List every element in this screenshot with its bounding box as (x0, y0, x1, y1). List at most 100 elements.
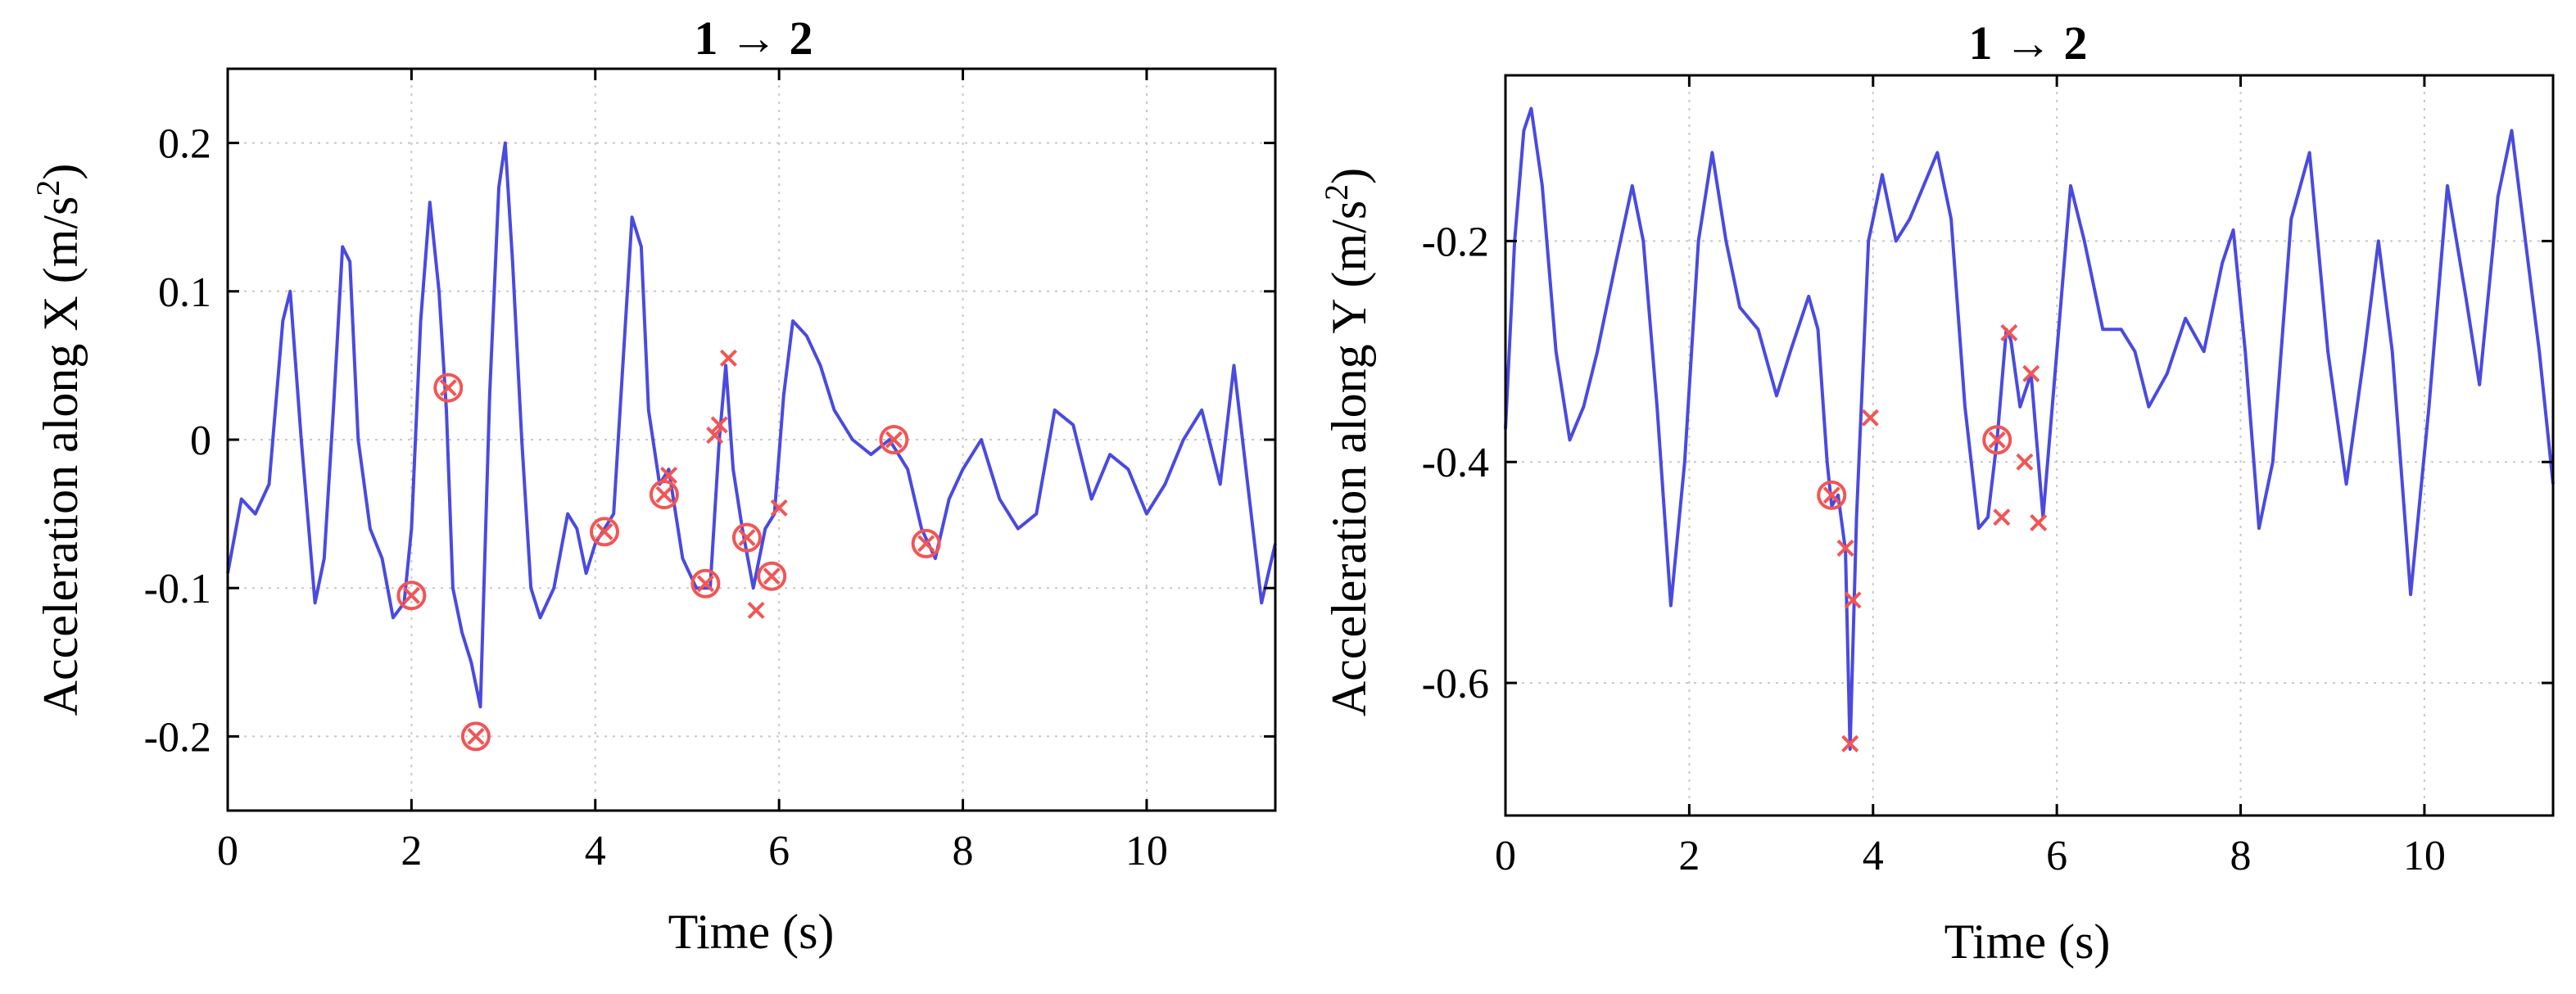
marker-stroke (2022, 364, 2040, 382)
y-tick-label: -0.2 (1422, 219, 1489, 265)
x-marker (1841, 734, 1859, 752)
marker-stroke (1841, 734, 1859, 752)
y-tick-label: 0.1 (158, 269, 211, 316)
marker-stroke (660, 466, 678, 485)
y-tick-label: -0.1 (144, 566, 211, 612)
x-tick-label: 8 (2230, 833, 2252, 879)
x-tick-label: 2 (1678, 833, 1700, 879)
marker-circle (879, 425, 909, 454)
series-markers (396, 349, 941, 752)
x-tick-label: 4 (1863, 833, 1884, 879)
marker-stroke (402, 586, 420, 604)
x-marker (2030, 513, 2048, 531)
y-axis-label-end: ) (34, 164, 88, 180)
circle-x-marker (911, 528, 941, 558)
marker-stroke (1836, 539, 1854, 557)
x-tick-label: 2 (401, 828, 422, 874)
y-axis-label-end: ) (1322, 168, 1376, 184)
circle-x-marker (460, 721, 491, 752)
circle-x-marker (1817, 480, 1847, 510)
marker-stroke (719, 349, 737, 367)
x-marker (1844, 591, 1862, 609)
grid (1505, 75, 2553, 816)
marker-circle (1817, 480, 1847, 510)
y-tick-label: -0.6 (1422, 661, 1489, 707)
x-marker (2022, 364, 2040, 382)
acceleration-line (226, 141, 1277, 709)
y-axis-label-superscript: 2 (29, 180, 66, 197)
chart-panel-right: 1 → 2 0 2 4 6 8 10 -0.6 -0.4 -0.2 Time (s) Accel… (1318, 16, 2555, 969)
x-marker (660, 466, 678, 485)
y-axis-label-superscript: 2 (1318, 184, 1355, 201)
x-marker (706, 427, 724, 445)
marker-stroke (885, 431, 903, 449)
marker-stroke (595, 522, 613, 540)
circle-x-marker (757, 561, 787, 591)
marker-stroke (706, 427, 724, 445)
y-tick-label: -0.4 (1422, 440, 1489, 486)
chart-title: 1 → 2 (695, 11, 813, 65)
marker-stroke (747, 601, 765, 619)
circle-x-marker (433, 373, 464, 403)
y-tick-label: 0.2 (158, 121, 211, 168)
chart-title: 1 → 2 (1969, 16, 2088, 70)
marker-stroke (439, 379, 457, 397)
marker-stroke (710, 416, 728, 434)
marker-stroke (1844, 591, 1862, 609)
circle-x-marker (879, 425, 909, 454)
x-tick-label: 0 (1495, 833, 1516, 879)
y-tick-label: 0 (190, 418, 211, 464)
x-tick-label: 6 (768, 828, 790, 874)
marker-stroke (696, 575, 714, 593)
x-marker (770, 499, 788, 517)
marker-stroke (2030, 513, 2048, 531)
y-axis-label-main: Acceleration along X (m/s (34, 197, 88, 716)
marker-circle (731, 522, 762, 553)
x-marker (747, 601, 765, 619)
marker-stroke (1993, 508, 2011, 526)
circle-x-marker (731, 522, 762, 553)
x-marker (1836, 539, 1854, 557)
marker-stroke (738, 529, 756, 547)
x-tick-label: 10 (1125, 828, 1168, 874)
marker-stroke (917, 535, 935, 553)
axis-ticks: 0 2 4 6 8 10 -0.2 -0.1 0 0.1 0.2 (144, 69, 1275, 874)
x-tick-label: 10 (2403, 833, 2446, 879)
marker-stroke (2016, 453, 2034, 471)
marker-circle (396, 581, 427, 611)
x-marker (2016, 453, 2034, 471)
marker-stroke (467, 727, 485, 745)
x-tick-label: 4 (585, 828, 606, 874)
marker-stroke (2000, 323, 2018, 341)
x-marker (1861, 409, 1879, 427)
series-lines (226, 141, 1277, 709)
circle-x-marker (396, 581, 427, 611)
marker-circle (433, 373, 464, 403)
y-axis-label: Acceleration along Y (m/s2) (1318, 168, 1376, 716)
x-axis-label: Time (s) (1944, 915, 2111, 969)
marker-circle (589, 517, 619, 547)
marker-circle (757, 561, 787, 591)
plot-frame (1504, 74, 2555, 817)
marker-stroke (1822, 486, 1840, 504)
marker-stroke (1861, 409, 1879, 427)
x-tick-label: 8 (953, 828, 974, 874)
x-tick-label: 0 (217, 828, 238, 874)
x-marker (719, 349, 737, 367)
circle-x-marker (1982, 425, 2012, 455)
chart-panel-left: 1 → 2 0 2 4 6 8 10 -0.2 -0.1 0 0.1 0.2 Time (s) Ac… (29, 11, 1277, 959)
marker-stroke (763, 567, 781, 585)
y-tick-label: -0.2 (144, 714, 211, 761)
series-markers (1817, 323, 2048, 752)
x-tick-label: 6 (2046, 833, 2067, 879)
marker-stroke (1988, 431, 2006, 449)
y-axis-label: Acceleration along X (m/s2) (29, 164, 88, 716)
marker-stroke (655, 486, 673, 504)
acceleration-line (1504, 106, 2555, 751)
x-marker (710, 416, 728, 434)
x-axis-label: Time (s) (668, 905, 835, 959)
marker-circle (1982, 425, 2012, 455)
x-marker (1993, 508, 2011, 526)
marker-circle (460, 721, 491, 752)
